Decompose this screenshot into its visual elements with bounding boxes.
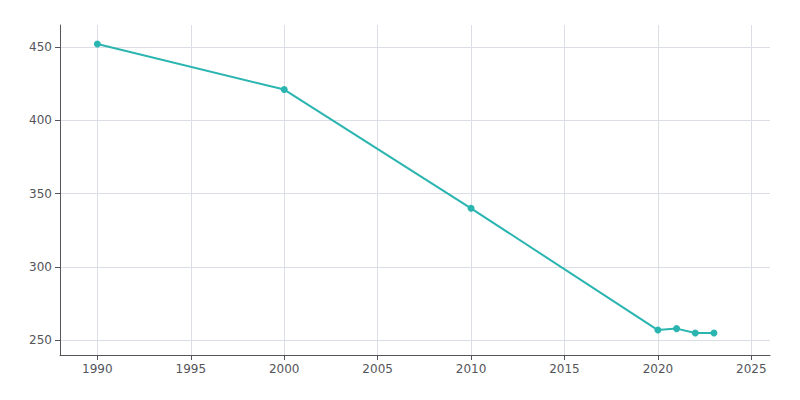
svg-text:2020: 2020 (643, 362, 674, 376)
svg-text:1995: 1995 (176, 362, 207, 376)
svg-text:450: 450 (29, 40, 52, 54)
svg-text:2005: 2005 (362, 362, 393, 376)
svg-text:1990: 1990 (82, 362, 113, 376)
svg-text:250: 250 (29, 333, 52, 347)
svg-text:2025: 2025 (736, 362, 767, 376)
svg-text:350: 350 (29, 187, 52, 201)
svg-text:300: 300 (29, 260, 52, 274)
svg-text:2010: 2010 (456, 362, 487, 376)
svg-text:2015: 2015 (549, 362, 580, 376)
svg-text:2000: 2000 (269, 362, 300, 376)
svg-text:400: 400 (29, 113, 52, 127)
